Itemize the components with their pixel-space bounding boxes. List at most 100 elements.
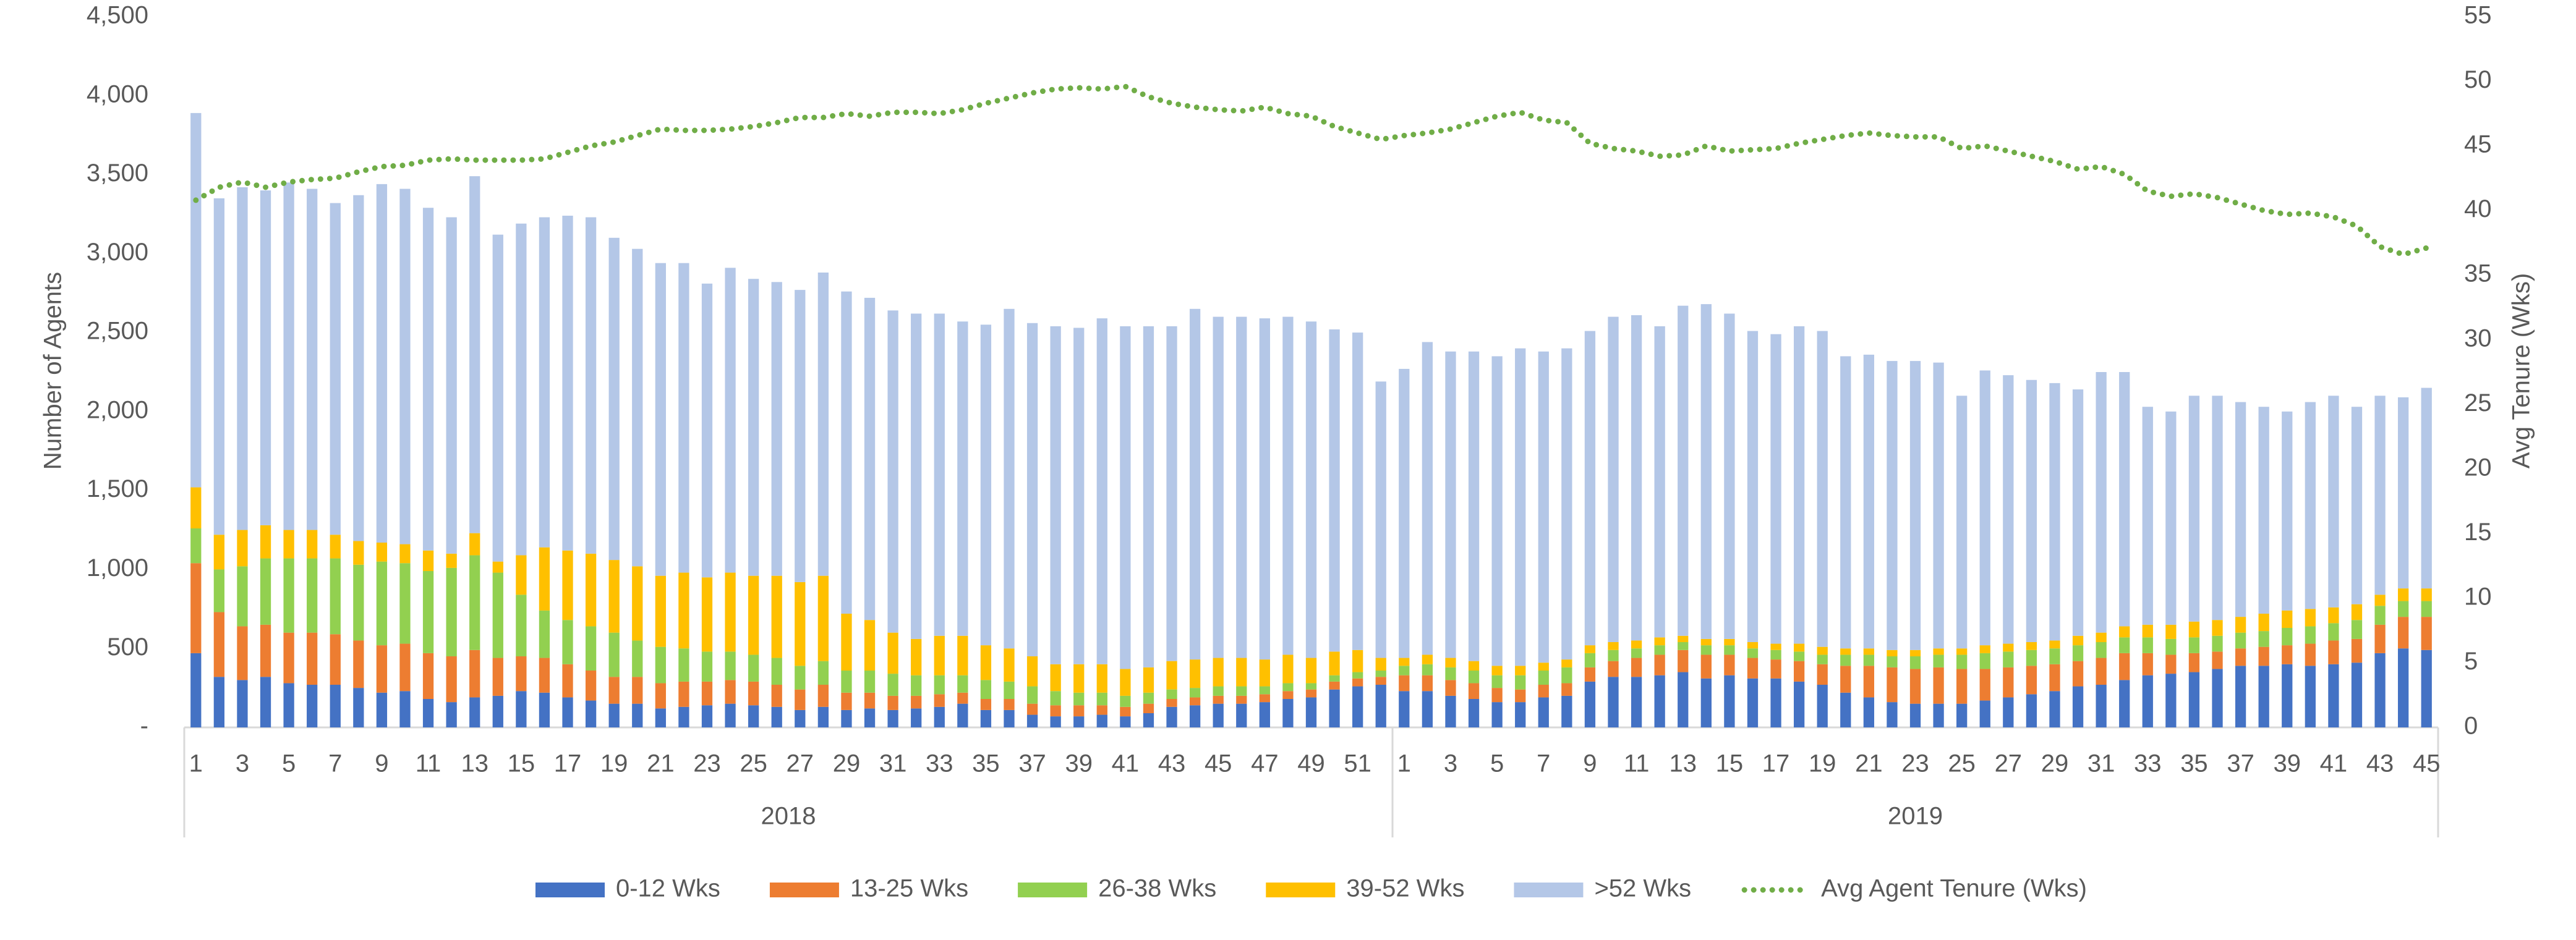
y-tick-label: - xyxy=(140,713,148,740)
bar-segment xyxy=(678,263,689,573)
bar-segment xyxy=(1933,362,1944,649)
x-tick-label: 37 xyxy=(2227,750,2254,777)
bar-segment xyxy=(2049,648,2060,664)
bar-segment xyxy=(353,640,364,688)
bar-segment xyxy=(2258,407,2269,614)
x-tick-label: 25 xyxy=(740,750,767,777)
bar-segment xyxy=(2235,402,2246,617)
bar-segment xyxy=(1004,699,1015,710)
bar-segment xyxy=(1700,638,1712,646)
legend-label: Avg Agent Tenure (Wks) xyxy=(1821,875,2087,902)
bar-segment xyxy=(795,689,806,710)
bar-segment xyxy=(422,208,434,551)
bar-segment xyxy=(1863,648,1874,655)
bar-segment xyxy=(2003,667,2014,698)
bar-segment xyxy=(1678,635,1689,642)
bar-segment xyxy=(1515,702,1526,727)
bar-segment xyxy=(1933,648,1944,655)
x-tick-label: 35 xyxy=(2180,750,2208,777)
bar-segment xyxy=(1631,658,1642,677)
bar-segment xyxy=(1817,654,1828,664)
x-tick-label: 7 xyxy=(328,750,342,777)
bar-segment xyxy=(655,646,666,684)
bar-segment xyxy=(190,112,202,488)
bar-segment xyxy=(1143,703,1154,713)
bar-segment xyxy=(841,614,852,671)
y2-tick-label: 40 xyxy=(2464,195,2492,222)
bar-segment xyxy=(1933,667,1944,704)
bar-segment xyxy=(771,706,782,727)
bar-segment xyxy=(864,692,876,709)
bar-segment xyxy=(2026,694,2037,727)
bar-segment xyxy=(399,643,411,692)
bar-segment xyxy=(190,487,202,528)
bar-segment xyxy=(1422,691,1433,727)
bar-segment xyxy=(469,555,480,650)
bar-segment xyxy=(1189,659,1201,688)
bar-segment xyxy=(1654,675,1665,727)
bar-segment xyxy=(1073,705,1085,717)
bar-segment xyxy=(2282,645,2293,664)
bar-segment xyxy=(1236,686,1247,696)
bar-segment xyxy=(1956,396,1968,649)
bar-segment xyxy=(934,706,945,727)
bar-segment xyxy=(2328,640,2339,664)
x-tick-label: 9 xyxy=(1583,750,1597,777)
bar-segment xyxy=(492,658,503,696)
x-tick-label: 27 xyxy=(787,750,814,777)
bar-segment xyxy=(2165,654,2177,674)
bar-segment xyxy=(1375,685,1386,727)
bar-segment xyxy=(1096,318,1107,664)
bar-segment xyxy=(1399,658,1410,666)
legend-label: 26-38 Wks xyxy=(1098,875,1216,902)
bar-segment xyxy=(446,656,457,703)
bar-segment xyxy=(1584,681,1596,727)
bar-segment xyxy=(2049,383,2060,641)
bar-segment xyxy=(1445,658,1456,667)
bar-segment xyxy=(1166,661,1177,690)
y2-axis-title: Avg Tenure (Wks) xyxy=(2508,273,2535,468)
bar-segment xyxy=(1631,315,1642,641)
bar-segment xyxy=(307,632,318,685)
bar-segment xyxy=(725,703,736,727)
bar-segment xyxy=(237,187,248,530)
bar-segment xyxy=(1700,678,1712,727)
bar-segment xyxy=(2328,607,2339,624)
bar-segment xyxy=(1422,664,1433,675)
bar-segment xyxy=(1608,661,1619,677)
bar-segment xyxy=(1887,650,1898,656)
bar-segment xyxy=(1770,650,1781,660)
bar-segment xyxy=(1305,683,1317,690)
bar-segment xyxy=(1538,697,1549,727)
bar-segment xyxy=(2188,637,2200,653)
x-tick-label: 47 xyxy=(1251,750,1279,777)
bar-segment xyxy=(2374,396,2386,595)
bar-segment xyxy=(1166,706,1177,727)
bar-segment xyxy=(632,677,643,704)
bar-segment xyxy=(1956,703,1968,727)
bar-segment xyxy=(841,671,852,693)
bar-segment xyxy=(1817,685,1828,727)
bar-segment xyxy=(2142,637,2153,653)
bar-segment xyxy=(1979,653,1990,669)
bar-segment xyxy=(399,188,411,544)
y-tick-label: 4,500 xyxy=(87,2,148,29)
x-tick-label: 5 xyxy=(1490,750,1504,777)
bar-segment xyxy=(2026,379,2037,642)
bar-segment xyxy=(1213,316,1224,658)
bar-segment xyxy=(2351,407,2363,604)
y2-tick-label: 30 xyxy=(2464,324,2492,352)
x-tick-label: 23 xyxy=(1901,750,1929,777)
bar-segment xyxy=(632,566,643,641)
bar-segment xyxy=(2374,624,2386,653)
bar-segment xyxy=(1979,669,1990,701)
bar-segment xyxy=(1909,669,1921,704)
bar-segment xyxy=(2096,685,2107,727)
bar-segment xyxy=(2072,635,2084,646)
group-label: 2018 xyxy=(761,803,816,830)
bar-segment xyxy=(678,681,689,707)
x-tick-label: 45 xyxy=(2413,750,2441,777)
x-tick-label: 39 xyxy=(1065,750,1093,777)
bar-segment xyxy=(1236,695,1247,704)
bar-segment xyxy=(1608,677,1619,727)
